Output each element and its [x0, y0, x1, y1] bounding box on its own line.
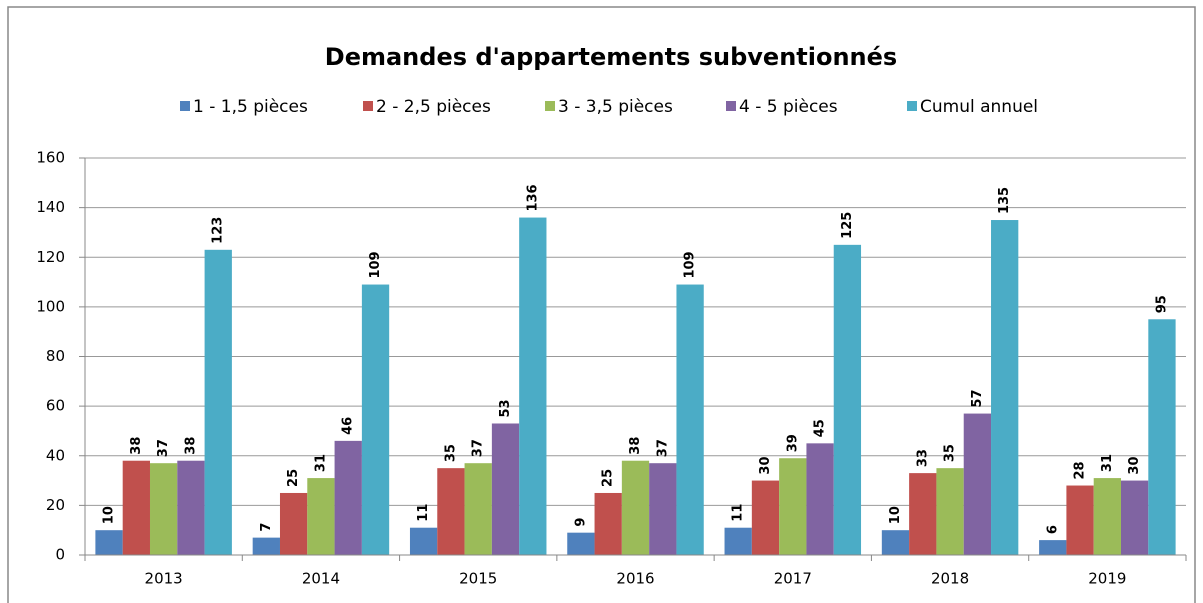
y-tick-label: 140: [36, 198, 65, 216]
bar: [95, 530, 123, 555]
data-label: 38: [628, 437, 643, 455]
bar: [649, 463, 677, 555]
bar: [252, 537, 280, 555]
data-label: 25: [286, 469, 301, 487]
bar: [361, 284, 390, 555]
data-label: 109: [368, 251, 383, 278]
data-label: 7: [259, 523, 274, 532]
data-label: 125: [840, 212, 855, 239]
data-label: 11: [731, 504, 746, 522]
data-label: 35: [443, 444, 458, 462]
x-tick-label: 2014: [302, 570, 340, 588]
bar: [936, 468, 964, 555]
chart-title: Demandes d'appartements subventionnés: [325, 43, 897, 71]
data-label: 6: [1045, 525, 1060, 534]
bar: [464, 463, 492, 555]
data-label: 37: [655, 439, 670, 457]
data-label: 30: [758, 456, 773, 474]
bar: [307, 478, 335, 555]
bar: [491, 423, 520, 555]
data-label: 38: [183, 437, 198, 455]
bar: [1039, 540, 1067, 555]
data-label: 10: [888, 506, 903, 524]
data-label: 135: [997, 187, 1012, 214]
bar: [177, 460, 205, 555]
bar: [1066, 485, 1094, 555]
data-label: 10: [102, 506, 117, 524]
legend-swatch: [907, 101, 917, 111]
data-label: 35: [943, 444, 958, 462]
legend-swatch: [180, 101, 190, 111]
bar: [334, 440, 362, 555]
data-label: 9: [573, 518, 588, 527]
data-label: 31: [1100, 454, 1115, 472]
data-label: 136: [525, 184, 540, 211]
bar: [621, 460, 650, 555]
y-tick-label: 100: [36, 297, 65, 315]
bar: [881, 530, 910, 555]
bar: [204, 249, 232, 555]
legend-label: 2 - 2,5 pièces: [376, 97, 491, 117]
bar: [991, 220, 1019, 555]
data-label: 57: [970, 389, 985, 407]
data-label: 11: [416, 504, 431, 522]
data-label: 95: [1154, 295, 1169, 313]
data-label: 30: [1127, 456, 1142, 474]
bar: [806, 443, 834, 555]
x-tick-label: 2018: [931, 570, 969, 588]
y-tick-label: 160: [36, 149, 65, 167]
legend-label: 1 - 1,5 pièces: [193, 97, 308, 117]
bar: [437, 468, 465, 555]
data-label: 31: [313, 454, 328, 472]
legend-label: Cumul annuel: [920, 97, 1038, 117]
legend-label: 3 - 3,5 pièces: [558, 97, 673, 117]
data-label: 28: [1073, 461, 1088, 479]
x-tick-label: 2016: [616, 570, 654, 588]
bar: [279, 492, 308, 555]
bar: [1093, 478, 1122, 555]
bar: [676, 284, 704, 555]
legend-swatch: [545, 101, 555, 111]
x-tick-label: 2019: [1088, 570, 1126, 588]
bar: [149, 463, 178, 555]
data-label: 123: [211, 217, 226, 244]
y-tick-label: 80: [46, 347, 65, 365]
bar: [779, 458, 807, 555]
x-tick-label: 2015: [459, 570, 497, 588]
y-tick-label: 0: [55, 546, 65, 564]
data-label: 46: [341, 417, 356, 435]
bar: [751, 480, 780, 555]
data-label: 37: [471, 439, 486, 457]
data-label: 25: [601, 469, 616, 487]
data-label: 39: [785, 434, 800, 452]
bar: [963, 413, 992, 555]
y-tick-label: 120: [36, 248, 65, 266]
bar: [594, 492, 622, 555]
legend-swatch: [726, 101, 736, 111]
x-tick-label: 2013: [145, 570, 183, 588]
bar: [724, 527, 752, 555]
bar: [833, 244, 862, 555]
y-tick-label: 60: [46, 397, 65, 415]
bar: [122, 460, 150, 555]
x-tick-label: 2017: [774, 570, 812, 588]
data-label: 33: [915, 449, 930, 467]
data-label: 53: [498, 399, 513, 417]
data-label: 45: [813, 419, 828, 437]
bar: [409, 527, 438, 555]
bar: [567, 532, 595, 555]
y-tick-label: 20: [46, 496, 65, 514]
bar: [519, 217, 547, 556]
legend-label: 4 - 5 pièces: [739, 97, 838, 117]
legend-swatch: [363, 101, 373, 111]
bar: [1148, 319, 1176, 555]
data-label: 38: [129, 437, 144, 455]
data-label: 109: [683, 251, 698, 278]
bar: [1121, 480, 1149, 555]
y-tick-label: 40: [46, 446, 65, 464]
bar: [909, 473, 937, 555]
data-label: 37: [156, 439, 171, 457]
